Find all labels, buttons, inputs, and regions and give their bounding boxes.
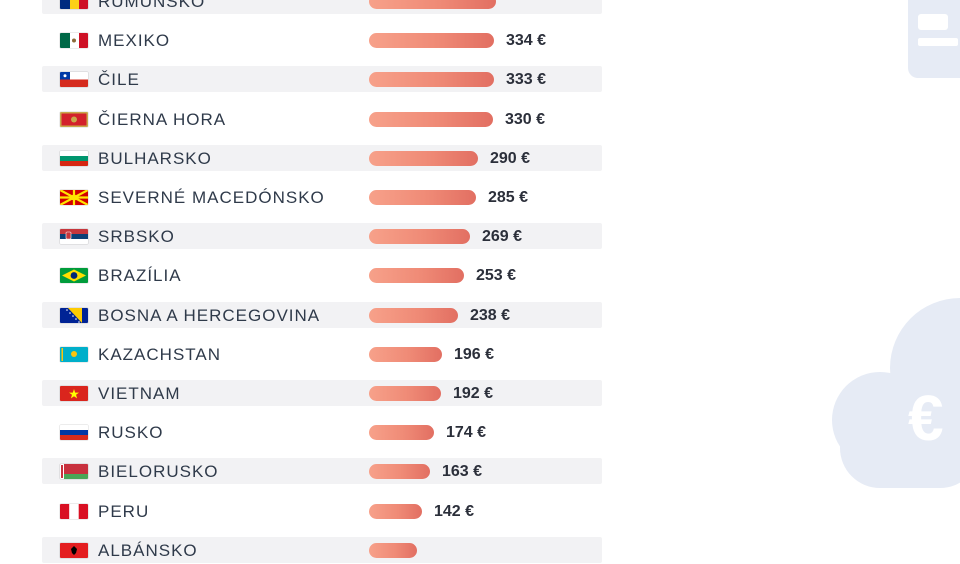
flag-mx-icon <box>60 33 88 49</box>
flag-ro-icon <box>60 0 88 9</box>
category-label: ALBÁNSKO <box>98 540 198 560</box>
data-label: 163 € <box>442 463 483 481</box>
data-label: 174 € <box>446 424 487 442</box>
data-label: 253 € <box>476 267 517 285</box>
chart-row-peru: PERU 142 € <box>42 497 602 524</box>
category-label: SRBSKO <box>98 227 175 247</box>
chart-row-rusko: RUSKO 174 € <box>42 419 602 446</box>
bar <box>369 72 494 88</box>
data-label: 238 € <box>470 306 511 324</box>
bar <box>369 268 464 284</box>
category-label: RUSKO <box>98 423 164 443</box>
category-label: VIETNAM <box>98 384 181 403</box>
chart-row-cile: ČILE 333 € <box>42 66 602 93</box>
chart-row-cierna-hora: ČIERNA HORA 330 € <box>42 105 602 132</box>
data-label: 333 € <box>506 71 547 89</box>
category-label: ČILE <box>98 70 140 90</box>
category-label: MEXIKO <box>98 31 171 51</box>
bar <box>369 111 493 127</box>
bar <box>369 503 422 519</box>
bar <box>369 150 478 166</box>
flag-bg-icon <box>60 150 88 166</box>
data-label: 142 € <box>434 502 475 520</box>
category-label: PERU <box>98 501 150 521</box>
chart-row-rumunsko: RUMUNSKO <box>42 0 602 14</box>
flag-br-icon <box>60 268 88 284</box>
data-label: 334 € <box>506 32 547 50</box>
data-label: 330 € <box>505 110 546 128</box>
flag-kz-icon <box>60 346 88 362</box>
chart-row-mexiko: MEXIKO 334 € <box>42 27 602 54</box>
flag-cl-icon <box>60 72 88 88</box>
bar <box>369 425 434 441</box>
bar <box>369 346 442 362</box>
flag-al-icon <box>60 542 88 558</box>
bar <box>369 307 458 323</box>
bar-chart: RUMUNSKO MEXIKO 334 € ČILE 333 € ČIERNA HORA 3… <box>42 0 602 563</box>
flag-me-icon <box>60 111 88 127</box>
chart-row-kazachstan: KAZACHSTAN 196 € <box>42 340 602 367</box>
chart-row-vietnam: VIETNAM 192 € <box>42 380 602 406</box>
category-label: SEVERNÉ MACEDÓNSKO <box>98 188 325 207</box>
data-label: 285 € <box>488 189 529 206</box>
bar <box>369 33 494 49</box>
flag-by-icon <box>60 464 88 480</box>
bar <box>369 386 441 401</box>
bar <box>369 464 430 480</box>
category-label: RUMUNSKO <box>98 0 206 11</box>
flag-rs-icon <box>60 229 88 245</box>
chart-row-bielorusko: BIELORUSKO 163 € <box>42 458 602 485</box>
flag-ru-icon <box>60 425 88 441</box>
flag-vn-icon <box>60 386 88 401</box>
chart-row-bulharsko: BULHARSKO 290 € <box>42 144 602 171</box>
chart-row-albansko: ALBÁNSKO <box>42 536 602 563</box>
category-label: BULHARSKO <box>98 148 212 168</box>
flag-pe-icon <box>60 503 88 519</box>
chart-row-srbsko: SRBSKO 269 € <box>42 223 602 250</box>
category-label: BOSNA A HERCEGOVINA <box>98 305 321 325</box>
chart-row-bosna-a-hercegovina: BOSNA A HERCEGOVINA 238 € <box>42 301 602 328</box>
category-label: BRAZÍLIA <box>98 266 182 286</box>
data-label: 192 € <box>453 385 494 402</box>
flag-mk-icon <box>60 190 88 205</box>
data-label: 269 € <box>482 228 523 246</box>
category-label: BIELORUSKO <box>98 462 219 482</box>
bar <box>369 229 470 245</box>
data-label: 196 € <box>454 345 495 363</box>
category-label: ČIERNA HORA <box>98 109 227 129</box>
bar <box>369 542 417 558</box>
bar <box>369 0 496 9</box>
chart-row-severne-macedonsko: SEVERNÉ MACEDÓNSKO 285 € <box>42 184 602 210</box>
flag-ba-icon <box>60 307 88 323</box>
category-label: KAZACHSTAN <box>98 344 222 364</box>
bar <box>369 190 476 205</box>
data-label: 290 € <box>490 149 531 167</box>
chart-row-brazilia: BRAZÍLIA 253 € <box>42 262 602 289</box>
